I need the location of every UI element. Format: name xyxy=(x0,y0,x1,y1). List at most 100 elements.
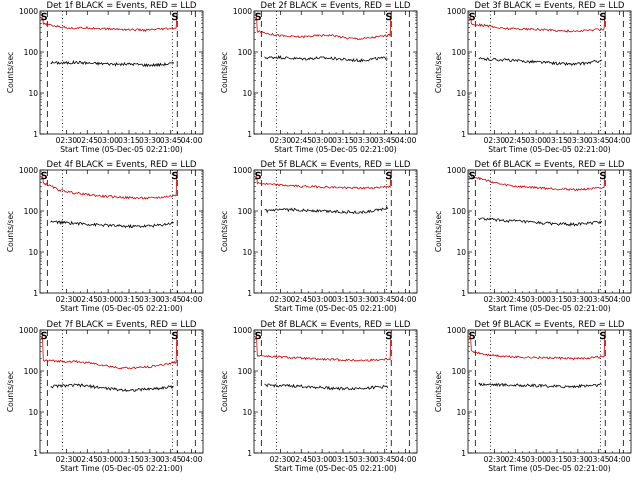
x-tick-label: 02:30 xyxy=(56,136,78,145)
x-tick-label: 02:30 xyxy=(484,136,506,145)
x-tick-label: 03:00 xyxy=(525,455,547,464)
x-tick-label: 02:45 xyxy=(290,455,312,464)
y-axis-label: Counts/sec xyxy=(220,211,229,252)
x-tick-label: 03:45 xyxy=(374,136,396,145)
events-series-line xyxy=(50,383,174,393)
x-tick-label: 02:45 xyxy=(504,136,526,145)
y-tick-label: 1 xyxy=(461,130,466,139)
plot-frame xyxy=(253,169,418,294)
saa-marker-label: S xyxy=(172,331,178,342)
x-tick-label: 04:00 xyxy=(395,136,417,145)
y-tick-label: 1000 xyxy=(19,326,38,335)
x-tick-label: 04:00 xyxy=(609,136,631,145)
x-tick-label: 02:30 xyxy=(484,455,506,464)
plot-frame xyxy=(253,10,418,135)
saa-marker-label: S xyxy=(386,331,392,342)
x-tick-label: 03:45 xyxy=(374,455,396,464)
x-tick-label: 03:30 xyxy=(139,295,161,304)
y-axis-label: Counts/sec xyxy=(434,211,443,252)
saa-marker-label: S xyxy=(386,12,392,23)
x-tick-label: 02:45 xyxy=(504,455,526,464)
panel-title: Det 7f BLACK = Events, RED = LLD xyxy=(47,320,197,330)
x-tick-label: 03:30 xyxy=(353,455,375,464)
y-axis-label: Counts/sec xyxy=(434,52,443,93)
panel-title: Det 8f BLACK = Events, RED = LLD xyxy=(261,320,411,330)
saa-marker-label: S xyxy=(469,331,475,342)
detector-panel-8: Det 8f BLACK = Events, RED = LLD 1 10 100 10… xyxy=(220,320,418,473)
x-tick-label: 02:45 xyxy=(76,455,98,464)
saa-marker-label: S xyxy=(41,331,47,342)
y-tick-label: 10 xyxy=(28,248,38,257)
saa-marker-label: S xyxy=(255,171,261,182)
x-tick-label: 04:00 xyxy=(609,295,631,304)
saa-marker-label: S xyxy=(600,12,606,23)
x-tick-label: 03:00 xyxy=(97,455,119,464)
y-tick-label: 10 xyxy=(28,89,38,98)
y-axis-label: Counts/sec xyxy=(220,52,229,93)
y-tick-label: 1000 xyxy=(447,326,466,335)
x-axis-label: Start Time (05-Dec-05 02:21:00) xyxy=(60,304,182,313)
y-tick-label: 10 xyxy=(28,408,38,417)
x-tick-label: 04:00 xyxy=(181,455,203,464)
y-tick-label: 1000 xyxy=(447,166,466,175)
events-series-line xyxy=(264,383,389,391)
events-series-line xyxy=(50,60,175,68)
events-series-line xyxy=(264,205,389,215)
y-tick-label: 100 xyxy=(24,367,39,376)
x-tick-label: 03:15 xyxy=(332,455,354,464)
y-tick-label: 100 xyxy=(452,367,467,376)
x-tick-label: 03:00 xyxy=(311,136,333,145)
lld-series-line xyxy=(42,12,178,33)
y-tick-label: 1 xyxy=(461,289,466,298)
panel-title: Det 9f BLACK = Events, RED = LLD xyxy=(475,320,625,330)
y-axis-label: Counts/sec xyxy=(6,52,15,93)
x-tick-label: 04:00 xyxy=(395,295,417,304)
x-tick-label: 03:00 xyxy=(525,295,547,304)
detector-panel-2: Det 2f BLACK = Events, RED = LLD 1 10 100 10… xyxy=(220,1,418,154)
x-tick-label: 03:15 xyxy=(118,455,140,464)
events-series-line xyxy=(478,57,603,67)
y-tick-label: 100 xyxy=(24,207,39,216)
saa-marker-label: S xyxy=(172,12,178,23)
y-tick-label: 10 xyxy=(456,248,466,257)
y-axis-label: Counts/sec xyxy=(434,371,443,412)
saa-marker-label: S xyxy=(255,331,261,342)
lld-series-line xyxy=(256,12,392,41)
y-axis-label: Counts/sec xyxy=(220,371,229,412)
detector-panel-4: Det 4f BLACK = Events, RED = LLD 1 10 100 10… xyxy=(6,160,204,313)
x-tick-label: 03:45 xyxy=(160,455,182,464)
x-axis-label: Start Time (05-Dec-05 02:21:00) xyxy=(60,145,182,154)
y-tick-label: 1 xyxy=(461,449,466,458)
x-axis-label: Start Time (05-Dec-05 02:21:00) xyxy=(488,464,610,473)
saa-marker-label: S xyxy=(600,171,606,182)
x-tick-label: 02:30 xyxy=(56,455,78,464)
x-tick-label: 02:45 xyxy=(290,136,312,145)
plot-frame xyxy=(467,10,632,135)
events-series-line xyxy=(50,220,174,229)
lld-series-line xyxy=(42,171,178,200)
panel-title: Det 1f BLACK = Events, RED = LLD xyxy=(47,1,197,11)
x-tick-label: 03:00 xyxy=(525,136,547,145)
detector-panel-5: Det 5f BLACK = Events, RED = LLD 1 10 100 10… xyxy=(220,160,418,313)
x-tick-label: 02:45 xyxy=(76,136,98,145)
y-tick-label: 1 xyxy=(247,289,252,298)
plot-frame xyxy=(39,329,204,454)
x-tick-label: 03:45 xyxy=(160,295,182,304)
saa-marker-label: S xyxy=(469,171,475,182)
y-tick-label: 10 xyxy=(242,248,252,257)
x-axis-label: Start Time (05-Dec-05 02:21:00) xyxy=(488,145,610,154)
x-tick-label: 03:15 xyxy=(332,136,354,145)
x-tick-label: 02:45 xyxy=(290,295,312,304)
y-tick-label: 1 xyxy=(247,130,252,139)
y-tick-label: 10 xyxy=(456,408,466,417)
x-axis-label: Start Time (05-Dec-05 02:21:00) xyxy=(274,145,396,154)
x-axis-label: Start Time (05-Dec-05 02:21:00) xyxy=(274,464,396,473)
x-tick-label: 02:30 xyxy=(56,295,78,304)
y-tick-label: 100 xyxy=(238,207,253,216)
lld-series-line xyxy=(470,331,606,361)
y-tick-label: 100 xyxy=(238,48,253,57)
x-tick-label: 03:00 xyxy=(311,295,333,304)
y-tick-label: 100 xyxy=(24,48,39,57)
y-tick-label: 10 xyxy=(456,89,466,98)
